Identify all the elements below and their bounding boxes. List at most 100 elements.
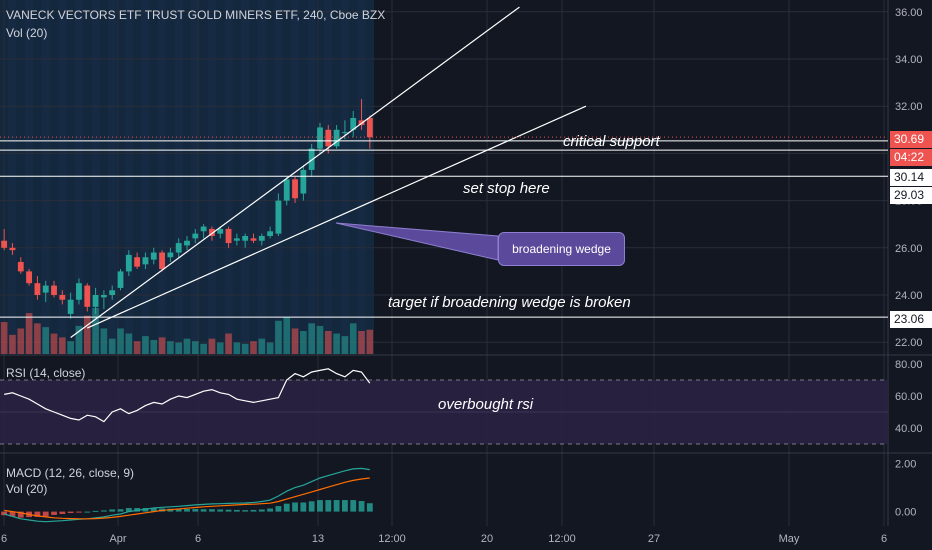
candle-body — [242, 236, 249, 241]
candle — [117, 269, 124, 291]
volume-bar — [117, 328, 124, 354]
macd-histogram-bar — [125, 508, 132, 512]
session-stripe — [216, 0, 225, 354]
session-stripe — [149, 0, 158, 354]
macd-histogram-bar — [267, 508, 274, 512]
session-stripe — [166, 0, 175, 354]
time-axis-label: 12:00 — [378, 533, 406, 545]
rsi-label: RSI (14, close) — [6, 366, 86, 380]
session-stripe — [16, 0, 25, 354]
trendline-wedge-upper — [70, 6, 520, 338]
macd-histogram-bar — [175, 508, 182, 512]
candle — [9, 243, 16, 255]
session-stripe — [116, 0, 125, 354]
candle-body — [42, 285, 49, 293]
candle — [283, 177, 290, 206]
candle — [350, 110, 357, 137]
volume-bar — [42, 327, 50, 354]
candle-body — [184, 240, 190, 246]
time-axis-label: May — [779, 533, 800, 545]
volume-bar — [341, 336, 349, 354]
volume-bar — [150, 339, 158, 354]
macd-histogram-bar — [76, 511, 82, 513]
candle-body — [200, 226, 207, 232]
candle — [242, 233, 249, 248]
volume-bar — [75, 325, 83, 354]
candle-body — [9, 247, 16, 251]
candle — [292, 177, 298, 203]
candle — [51, 280, 57, 298]
volume-bar — [308, 323, 315, 354]
candle — [366, 115, 373, 149]
volume-bar — [133, 341, 141, 354]
candle — [159, 250, 165, 272]
volume-bar — [191, 341, 199, 354]
price-axis-label: 26.00 — [895, 243, 923, 255]
session-stripe — [365, 0, 374, 354]
macd-signal-line — [4, 477, 370, 520]
volume-bar — [183, 338, 191, 354]
volume-bar — [34, 323, 41, 354]
volume-bar — [25, 313, 33, 354]
candle-body — [300, 169, 307, 194]
candle-body — [92, 295, 99, 307]
candle — [34, 276, 41, 300]
session-stripe — [49, 0, 59, 354]
candle-body — [333, 129, 340, 147]
session-stripe — [199, 0, 208, 354]
candle — [217, 226, 224, 239]
candle-body — [283, 179, 290, 201]
candle — [225, 226, 232, 248]
annotation-critical-support: critical support — [563, 133, 660, 150]
candle — [233, 233, 240, 246]
volume-bar — [175, 342, 183, 354]
candle-body — [192, 233, 199, 239]
volume-bar — [333, 333, 340, 354]
candle — [300, 165, 307, 201]
candle — [84, 283, 91, 312]
target-price-tag: 23.06 — [890, 311, 932, 328]
annotation-broadening-wedge-callout[interactable]: broadening wedge — [498, 232, 625, 266]
stop-price-tag: 30.14 — [890, 169, 932, 186]
macd-label: MACD (12, 26, close, 9) — [6, 466, 135, 480]
time-axis-label: 6 — [195, 533, 201, 545]
candle — [109, 285, 116, 300]
session-stripe — [182, 0, 192, 354]
volume-bar — [125, 333, 133, 354]
macd-volume-label: Vol (20) — [6, 482, 48, 496]
candle — [42, 280, 49, 303]
candle — [267, 226, 274, 239]
candle — [192, 228, 199, 244]
candle — [142, 252, 149, 270]
volume-bar — [167, 341, 174, 354]
candle-body — [225, 228, 232, 244]
candle-body — [142, 257, 149, 265]
volume-bar — [67, 341, 74, 354]
candle-body — [292, 179, 298, 199]
macd-histogram-bar — [292, 502, 298, 512]
macd-histogram-bar — [217, 509, 224, 512]
macd-histogram-bar — [192, 508, 199, 512]
candle — [26, 269, 32, 286]
candle-body — [175, 243, 182, 253]
candle — [92, 287, 99, 314]
candle — [200, 224, 207, 239]
candle-body — [258, 236, 265, 241]
candle-body — [34, 283, 41, 295]
volume-bar — [83, 315, 91, 354]
chart-title: VANECK VECTORS ETF TRUST GOLD MINERS ETF… — [6, 8, 386, 22]
candle — [100, 290, 107, 310]
session-stripe — [315, 0, 325, 354]
volume-bar — [358, 331, 365, 354]
candle-body — [59, 295, 66, 300]
volume-bar — [59, 337, 66, 354]
volume-bar — [200, 343, 207, 354]
macd-histogram-bar — [258, 509, 265, 512]
volume-bar — [366, 329, 374, 354]
macd-histogram-bar — [317, 500, 323, 512]
volume-bar — [9, 334, 16, 354]
volume-bar — [324, 331, 332, 354]
session-stripe — [332, 0, 341, 354]
macd-line — [4, 467, 370, 523]
